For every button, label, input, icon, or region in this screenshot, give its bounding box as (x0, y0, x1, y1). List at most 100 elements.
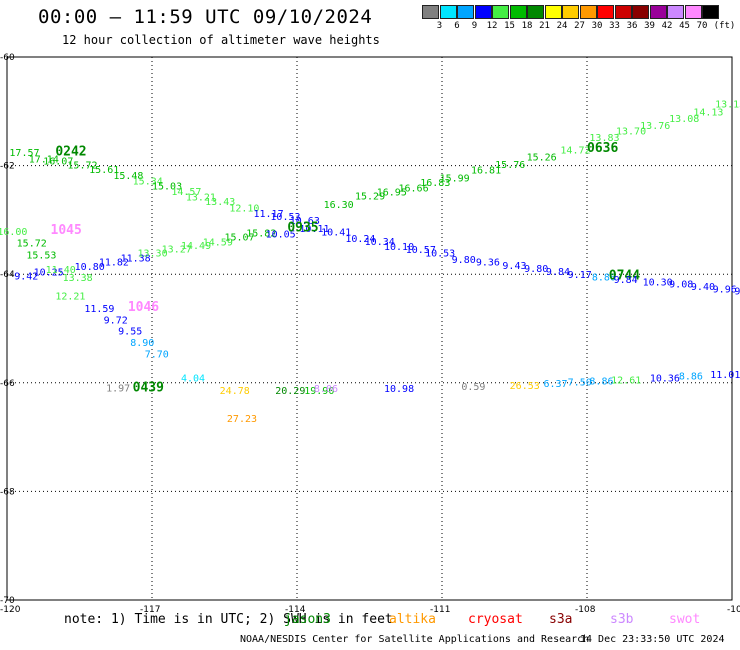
scale-label: 6 (454, 21, 460, 31)
wave-height-label: 14.57 (171, 187, 201, 198)
wave-height-label: 15.53 (26, 251, 56, 262)
wave-height-label: 15.72 (67, 161, 97, 172)
wave-height-label: 8.86 (592, 272, 616, 283)
wave-height-label: 13.76 (640, 121, 670, 132)
wave-height-label: 8.90 (130, 338, 154, 349)
generation-date: 14 Dec 23:33:50 UTC 2024 (580, 634, 725, 645)
wave-height-label: 12.21 (55, 291, 85, 302)
scale-label: 12 (486, 21, 498, 31)
wave-height-label: 13.38 (63, 273, 93, 284)
wave-height-label: 10.57 (406, 245, 436, 256)
pass-time-label: 1046 (128, 300, 159, 315)
scale-swatch (667, 5, 684, 19)
wave-height-label: 13.83 (589, 133, 619, 144)
latitude-label: -60 (0, 53, 15, 63)
scale-swatch (562, 5, 579, 19)
scale-swatch (579, 5, 597, 19)
footer-note: note: 1) Time is in UTC; 2) SWH is in fe… (64, 612, 393, 627)
scale-swatch (509, 5, 527, 19)
scale-swatch (439, 5, 457, 19)
credit-line: NOAA/NESDIS Center for Satellite Applica… (240, 634, 590, 645)
scale-swatch (649, 5, 667, 19)
wave-height-label: 15.07 (225, 233, 255, 244)
scale-swatch (474, 5, 492, 19)
scale-label: 30 (591, 21, 603, 31)
wave-height-label: 27.23 (227, 414, 257, 425)
wave-height-label: 16.66 (399, 183, 429, 194)
satellite-legend-item: cryosat (468, 612, 523, 627)
wave-height-label: 9.08 (669, 279, 693, 290)
wave-height-label: 8.86 (589, 377, 613, 388)
wave-height-label: 9.42 (14, 271, 38, 282)
wave-height-label: 14.72 (560, 145, 590, 156)
wave-height-label: 19.90 (304, 386, 334, 397)
wave-height-label: 11.59 (84, 304, 114, 315)
wave-height-label: 4.04 (181, 373, 205, 384)
wave-height-label: 17.57 (9, 148, 39, 159)
wave-height-label: 7.70 (145, 349, 169, 360)
wave-height-label: 14.59 (203, 238, 233, 249)
wave-height-label: 13.13 (715, 100, 740, 111)
scale-swatch (457, 5, 474, 19)
pass-time-label: 0935 (287, 221, 318, 236)
wave-height-label: 10.34 (365, 237, 395, 248)
wave-height-label: 9.84 (546, 267, 570, 278)
latitude-label: -68 (0, 487, 15, 497)
wave-height-label: 16.00 (0, 227, 27, 238)
scale-swatch (597, 5, 614, 19)
wave-height-label: 15.61 (89, 165, 119, 176)
wave-height-label: 10.24 (345, 234, 375, 245)
wave-height-label: 13.08 (669, 114, 699, 125)
wave-height-label: 13.27 (162, 245, 192, 256)
pass-time-label: 0744 (609, 268, 640, 283)
wave-height-label: 24.78 (220, 386, 250, 397)
scale-swatch (544, 5, 562, 19)
wave-height-label: 10.11 (299, 224, 329, 235)
pass-time-label: 0439 (133, 381, 164, 396)
scale-label: 42 (661, 21, 673, 31)
wave-height-label: 26.53 (510, 381, 540, 392)
wave-height-label: 17.14 (29, 155, 59, 166)
wave-height-label: 16.95 (377, 188, 407, 199)
map-subtitle: 12 hour collection of altimeter wave hei… (62, 33, 380, 47)
longitude-label: -10 (727, 605, 740, 615)
latitude-label: -66 (0, 379, 15, 389)
scale-swatch (527, 5, 544, 19)
wave-height-label: 15.48 (113, 171, 143, 182)
satellite-legend-item: s3b (610, 612, 634, 627)
scale-label: 70 (696, 21, 708, 31)
wave-height-label: 9.72 (104, 315, 128, 326)
wave-height-label: 12.61 (611, 376, 641, 387)
wave-height-label: 9.17 (568, 270, 592, 281)
wave-height-label: 11.40 (46, 265, 76, 276)
wave-height-label: 11.01 (710, 370, 740, 381)
wave-height-label: 10.41 (321, 227, 351, 238)
wave-height-label: 15.26 (527, 152, 557, 163)
wave-height-label: 10.25 (34, 267, 64, 278)
wave-height-label: 9.84 (614, 275, 638, 286)
wave-height-label: 10.30 (643, 277, 673, 288)
pass-time-label: 0636 (587, 141, 618, 156)
satellite-legend-item: altika (389, 612, 436, 627)
longitude-label: -108 (575, 605, 596, 615)
longitude-label: -114 (285, 605, 306, 615)
wave-height-label: 11.38 (121, 253, 151, 264)
wave-height-label: 15.76 (495, 160, 525, 171)
wave-height-label: 15.99 (440, 174, 470, 185)
wave-height-label: 8.06 (314, 384, 338, 395)
latitude-label: -62 (0, 162, 15, 172)
wave-height-label: 11.82 (99, 258, 129, 269)
wave-height-label: 15.03 (152, 182, 182, 193)
scale-label: 45 (679, 21, 690, 31)
wave-height-label: 6.37 (544, 379, 568, 390)
wave-height-label: 9.40 (691, 282, 715, 293)
wave-height-label: 13.30 (138, 248, 168, 259)
scale-label: 18 (521, 21, 533, 31)
scale-swatch (422, 5, 439, 19)
wave-height-label: 9.80 (452, 255, 476, 266)
wave-height-label: 9.80 (524, 264, 548, 275)
wave-height-label: 15.34 (133, 176, 163, 187)
wave-height-label: 10.80 (75, 262, 105, 273)
wave-height-label: 10.63 (290, 216, 320, 227)
